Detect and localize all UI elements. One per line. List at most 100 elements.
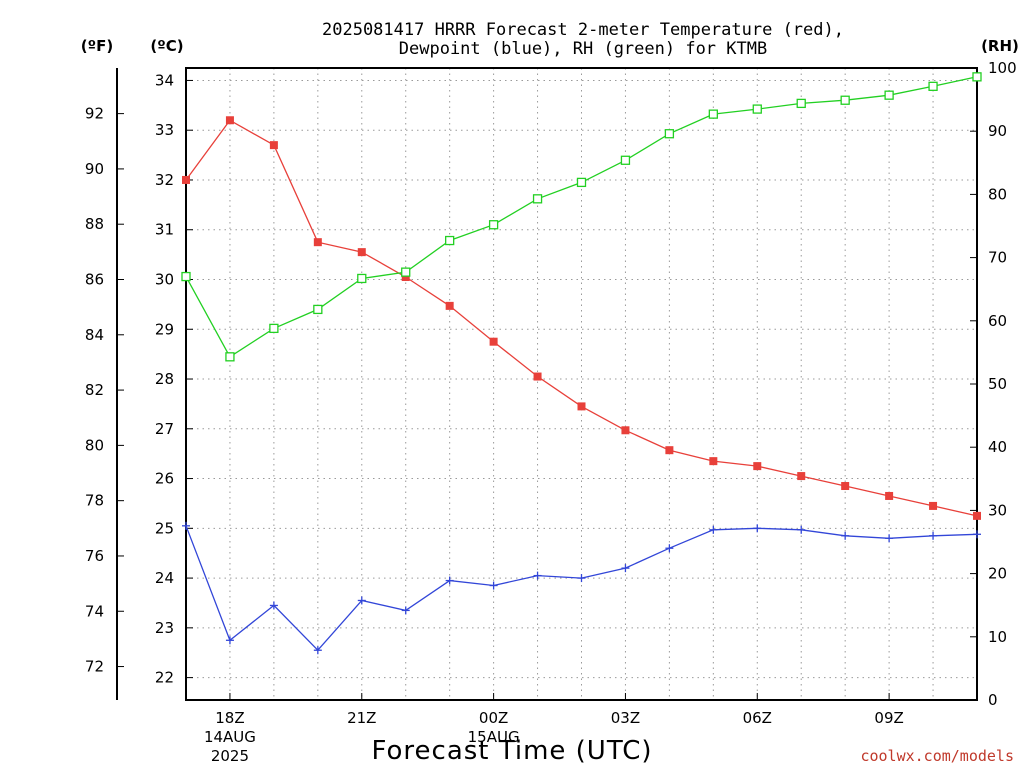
rh-point [752,104,762,114]
rh-tick-label: 0 [988,691,998,709]
dewpoint-point [973,530,981,539]
temperature-point [577,402,586,411]
fahrenheit-tick-label: 84 [85,326,104,344]
dewpoint-point [621,564,630,573]
fahrenheit-axis-unit: (ºF) [81,37,113,55]
temperature-point [269,141,278,150]
series-temperature [182,116,981,520]
temperature-point [929,501,938,510]
temperature-point [709,457,718,466]
rh-point [445,235,455,246]
rh-point [928,81,938,91]
celsius-tick-label: 25 [155,519,174,537]
temperature-point [753,462,762,471]
temperature-point [973,511,981,520]
chart-title-line-1: 2025081417 HRRR Forecast 2-meter Tempera… [322,20,844,40]
celsius-tick-label: 33 [155,121,174,139]
temperature-point [621,426,630,435]
celsius-tick-label: 26 [155,470,174,488]
series-lines [181,72,982,655]
time-tick-label: 09Z [874,709,903,727]
fahrenheit-tick-label: 92 [85,105,104,123]
rh-tick-label: 90 [988,122,1007,140]
celsius-tick-label: 29 [155,320,174,338]
rh-tick-label: 100 [988,59,1017,77]
rh-tick-label: 60 [988,312,1007,330]
temperature-point [401,273,410,282]
rh-point [576,177,587,188]
fahrenheit-tick-label: 86 [85,270,104,288]
rh-point [401,267,411,277]
rh-point [181,271,191,282]
rh-axis: 0 10 20 30 40 50 60 70 80 90 100 [970,59,1017,709]
dewpoint-point [929,531,938,540]
fahrenheit-tick-label: 88 [85,215,104,233]
rh-point [796,98,806,109]
temperature-point [445,301,454,310]
fahrenheit-tick-label: 74 [85,602,104,620]
temperature-point [225,116,234,125]
time-tick-label: 18Z [215,709,244,727]
dewpoint-point [357,596,366,605]
dewpoint-point [885,534,894,543]
fahrenheit-tick-label: 82 [85,381,104,399]
fahrenheit-tick-label: 72 [85,658,104,676]
time-tick-date-label: 15AUG [468,728,520,746]
rh-tick-label: 10 [988,628,1007,646]
fahrenheit-tick-label: 90 [85,160,104,178]
series-line [185,525,978,652]
dewpoint-point [313,646,322,655]
dewpoint-point [797,525,806,534]
celsius-tick-label: 31 [155,221,174,239]
temperature-point [885,491,894,500]
temperature-point [841,482,850,491]
dewpoint-point [665,544,674,553]
fahrenheit-tick-label: 76 [85,547,104,565]
time-tick-date-label: 2025 [211,747,249,765]
rh-point [269,323,279,334]
rh-tick-label: 50 [988,375,1007,393]
axes [116,67,978,701]
rh-tick-label: 40 [988,438,1007,456]
celsius-tick-label: 22 [155,669,174,687]
celsius-tick-label: 30 [155,270,174,288]
rh-point [532,194,543,204]
source-credit: coolwx.com/models [860,747,1014,765]
time-tick-date-label: 14AUG [204,728,256,746]
grid-lines [186,68,977,700]
temperature-point [533,372,542,381]
celsius-axis: 22 23 24 25 26 27 28 29 30 31 32 33 34 [155,71,193,687]
x-axis-label: Forecast Time (UTC) [371,736,652,766]
rh-point [313,304,323,315]
fahrenheit-tick-label: 78 [85,492,104,510]
rh-point [357,273,367,284]
dewpoint-point [753,524,762,533]
rh-point [708,109,718,119]
fahrenheit-axis: 72 74 76 78 80 82 84 86 88 90 92 [85,105,124,676]
time-tick-label: 06Z [743,709,772,727]
dewpoint-point [577,574,586,583]
celsius-tick-label: 27 [155,420,174,438]
temperature-point [797,472,806,481]
celsius-tick-label: 24 [155,569,174,587]
series-rh [181,72,982,362]
dewpoint-point [709,525,718,534]
rh-point [225,352,235,362]
temperature-point [182,175,190,184]
dewpoint-point [182,521,190,530]
rh-point [664,129,675,139]
chart-title-line-2: Dewpoint (blue), RH (green) for KTMB [399,39,767,59]
rh-tick-label: 20 [988,565,1007,583]
dewpoint-point [533,571,542,580]
celsius-tick-label: 23 [155,619,174,637]
celsius-tick-label: 28 [155,370,174,388]
rh-point [840,95,850,105]
rh-tick-label: 80 [988,185,1007,203]
rh-point [884,90,894,100]
dewpoint-point [489,581,498,590]
dewpoint-point [841,531,850,540]
rh-point [488,220,499,230]
fahrenheit-tick-label: 80 [85,436,104,454]
dewpoint-point [445,576,454,585]
